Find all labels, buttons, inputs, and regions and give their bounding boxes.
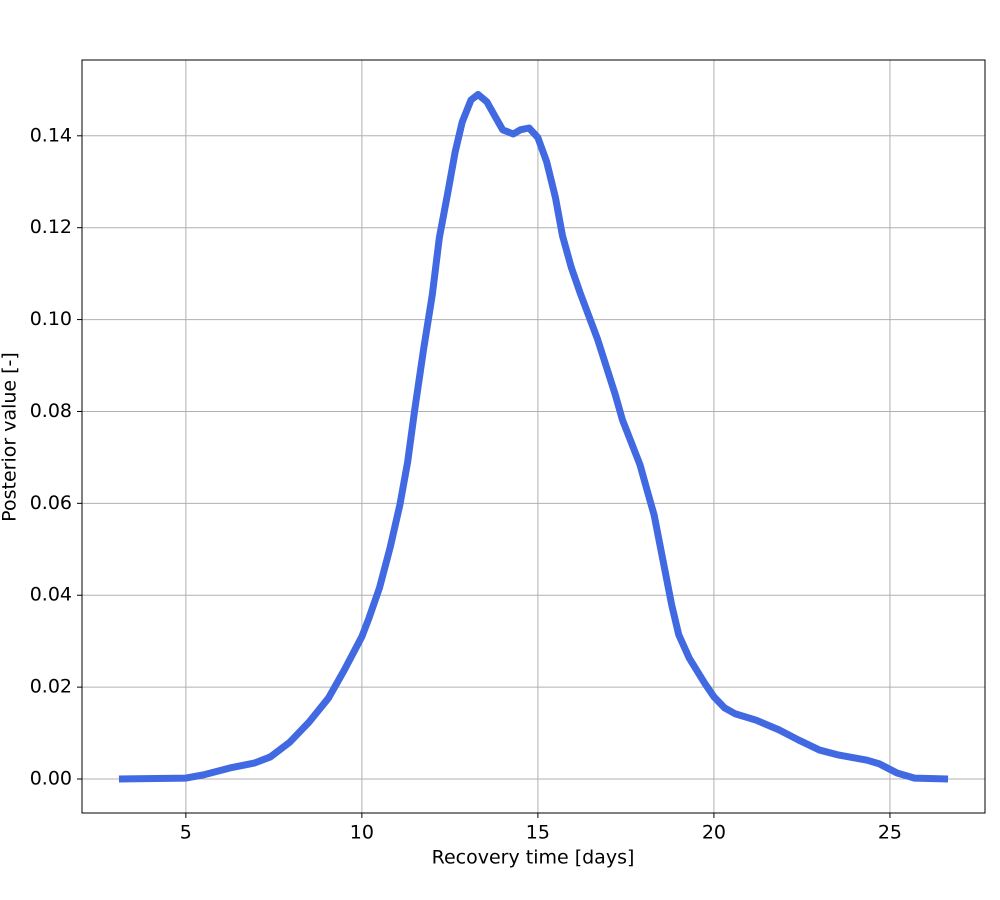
y-tick-label: 0.00 [30, 768, 72, 790]
y-tick-label: 0.02 [30, 676, 72, 698]
y-tick-label: 0.04 [30, 584, 72, 606]
x-tick-label: 25 [878, 822, 902, 844]
y-tick-label: 0.10 [30, 308, 72, 330]
x-tick-label: 15 [526, 822, 550, 844]
y-axis-label: Posterior value [-] [0, 352, 21, 522]
y-tick-label: 0.08 [30, 400, 72, 422]
y-tick-label: 0.14 [30, 124, 72, 146]
x-tick-label: 5 [180, 822, 192, 844]
x-axis-label: Recovery time [days] [432, 847, 635, 869]
y-tick-label: 0.12 [30, 216, 72, 238]
x-tick-label: 10 [350, 822, 374, 844]
plot-frame [81, 59, 986, 814]
x-tick-label: 20 [702, 822, 726, 844]
y-tick-label: 0.06 [30, 492, 72, 514]
line [118, 90, 949, 783]
